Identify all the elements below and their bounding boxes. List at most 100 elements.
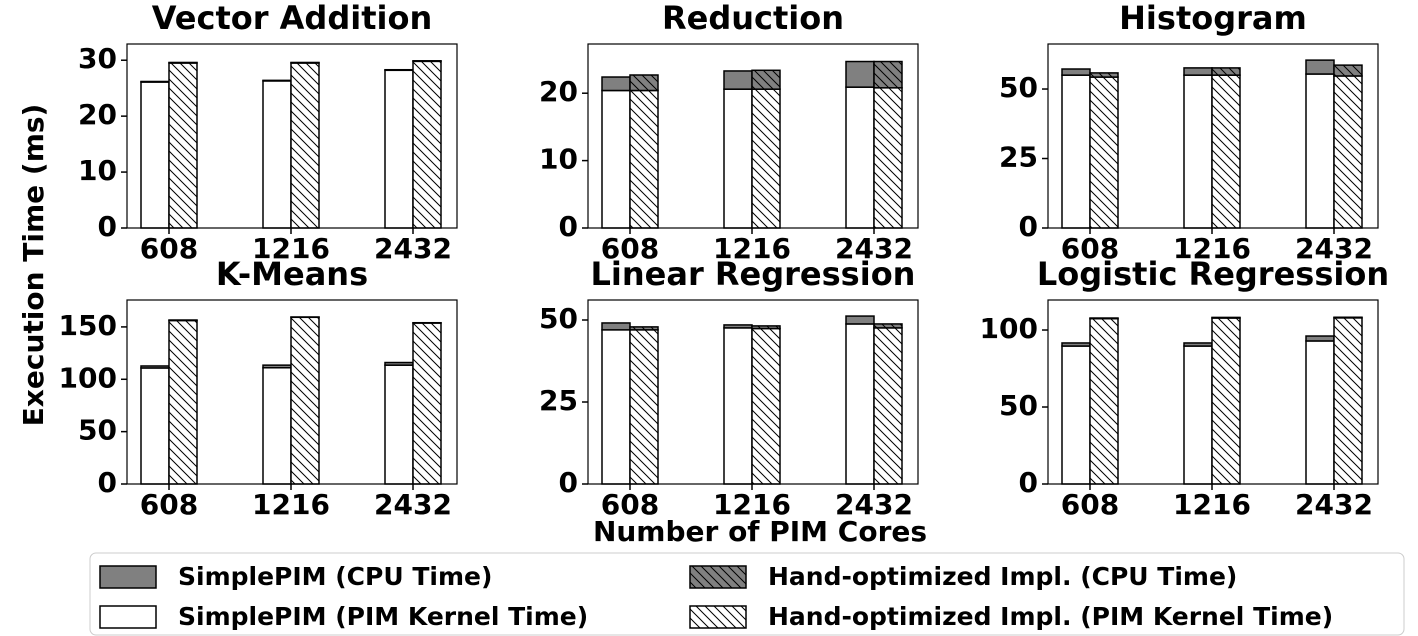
bar-segment — [262, 80, 292, 229]
y-tick-label: 0 — [559, 210, 578, 243]
bar-segment — [751, 325, 781, 330]
bar-segment — [873, 327, 903, 485]
x-tick-label: 1216 — [1173, 488, 1251, 521]
subplot-title: Logistic Regression — [1037, 255, 1389, 293]
y-tick-label: 0 — [1019, 466, 1038, 499]
bar-segment — [1211, 316, 1241, 319]
legend-swatch — [689, 565, 747, 589]
bar-segment — [751, 69, 781, 90]
bar-segment — [629, 326, 659, 331]
bar-segment — [1061, 68, 1091, 76]
bar-segment — [1183, 345, 1213, 485]
bar-segment — [751, 88, 781, 229]
bar-segment — [601, 322, 631, 331]
legend-swatch — [99, 605, 157, 629]
bar-segment — [1305, 73, 1335, 229]
bar-segment — [1089, 72, 1119, 78]
bar-segment — [845, 60, 875, 88]
x-tick-label: 2432 — [374, 232, 452, 265]
legend-swatch — [99, 565, 157, 589]
y-tick-label: 100 — [980, 312, 1038, 345]
bar-segment — [1333, 64, 1363, 77]
bar-segment — [412, 322, 442, 485]
y-tick-label: 25 — [999, 141, 1038, 174]
y-tick-label: 50 — [539, 302, 578, 335]
bar-segment — [1333, 317, 1363, 485]
bar-segment — [262, 364, 292, 369]
bar-segment — [1305, 59, 1335, 75]
bar-segment — [1061, 342, 1091, 347]
bar-segment — [1061, 345, 1091, 485]
bar-segment — [384, 69, 414, 229]
bar-segment — [1089, 317, 1119, 485]
bar-segment — [168, 62, 198, 229]
bar-segment — [601, 329, 631, 485]
bar-segment — [601, 76, 631, 92]
y-tick-label: 30 — [78, 42, 117, 75]
bar-segment — [1305, 340, 1335, 485]
bar-segment — [845, 323, 875, 485]
bar-segment — [412, 60, 442, 229]
bar-segment — [1211, 67, 1241, 76]
legend-label: SimplePIM (CPU Time) — [178, 562, 492, 591]
bar-segment — [873, 87, 903, 229]
bar-segment — [1089, 76, 1119, 229]
bar-segment — [168, 319, 198, 485]
y-tick-label: 20 — [539, 75, 578, 108]
subplot-title: Histogram — [1119, 0, 1307, 37]
y-tick-label: 20 — [78, 98, 117, 131]
bar-segment — [1333, 316, 1363, 319]
bar-segment — [723, 70, 753, 90]
bar-segment — [723, 324, 753, 329]
legend-box — [89, 552, 1405, 636]
axes-frame — [587, 43, 919, 229]
bar-segment — [140, 365, 170, 369]
bar-segment — [290, 62, 320, 229]
bar-segment — [384, 68, 414, 72]
bar-segment — [1183, 74, 1213, 229]
bar-segment — [1211, 74, 1241, 229]
x-tick-label: 1216 — [252, 488, 330, 521]
legend-label: Hand-optimized Impl. (PIM Kernel Time) — [768, 602, 1333, 631]
x-tick-label: 1216 — [713, 232, 791, 265]
bar-segment — [629, 89, 659, 229]
x-tick-label: 1216 — [252, 232, 330, 265]
y-tick-label: 50 — [999, 389, 1038, 422]
bar-segment — [601, 89, 631, 229]
bar-segment — [1211, 317, 1241, 485]
bar-segment — [140, 81, 170, 229]
y-tick-label: 0 — [1019, 210, 1038, 243]
bar-segment — [1183, 342, 1213, 347]
x-tick-label: 608 — [601, 232, 659, 265]
y-tick-label: 150 — [59, 309, 117, 342]
bar-segment — [168, 61, 198, 64]
axes-frame — [1047, 299, 1379, 485]
x-tick-label: 608 — [1061, 232, 1119, 265]
subplot-title: Reduction — [662, 0, 844, 37]
bar-segment — [845, 315, 875, 325]
x-tick-label: 1216 — [1173, 232, 1251, 265]
y-tick-label: 50 — [78, 414, 117, 447]
y-tick-label: 10 — [539, 143, 578, 176]
y-tick-label: 0 — [559, 466, 578, 499]
bar-segment — [384, 361, 414, 366]
subplot-title: K-Means — [216, 255, 368, 293]
x-tick-label: 608 — [140, 232, 198, 265]
y-tick-label: 25 — [539, 384, 578, 417]
axes-frame — [126, 43, 458, 229]
bar-segment — [1061, 74, 1091, 229]
bar-segment — [629, 74, 659, 92]
y-tick-label: 0 — [98, 466, 117, 499]
x-tick-label: 608 — [140, 488, 198, 521]
y-tick-label: 100 — [59, 361, 117, 394]
x-tick-label: 2432 — [835, 488, 913, 521]
axes-frame — [126, 299, 458, 485]
bar-segment — [1183, 67, 1213, 76]
bar-segment — [873, 323, 903, 329]
bar-segment — [1333, 75, 1363, 229]
subplot-title: Vector Addition — [152, 0, 432, 37]
subplot-title: Linear Regression — [591, 255, 916, 293]
bar-segment — [723, 327, 753, 485]
bar-segment — [262, 367, 292, 485]
